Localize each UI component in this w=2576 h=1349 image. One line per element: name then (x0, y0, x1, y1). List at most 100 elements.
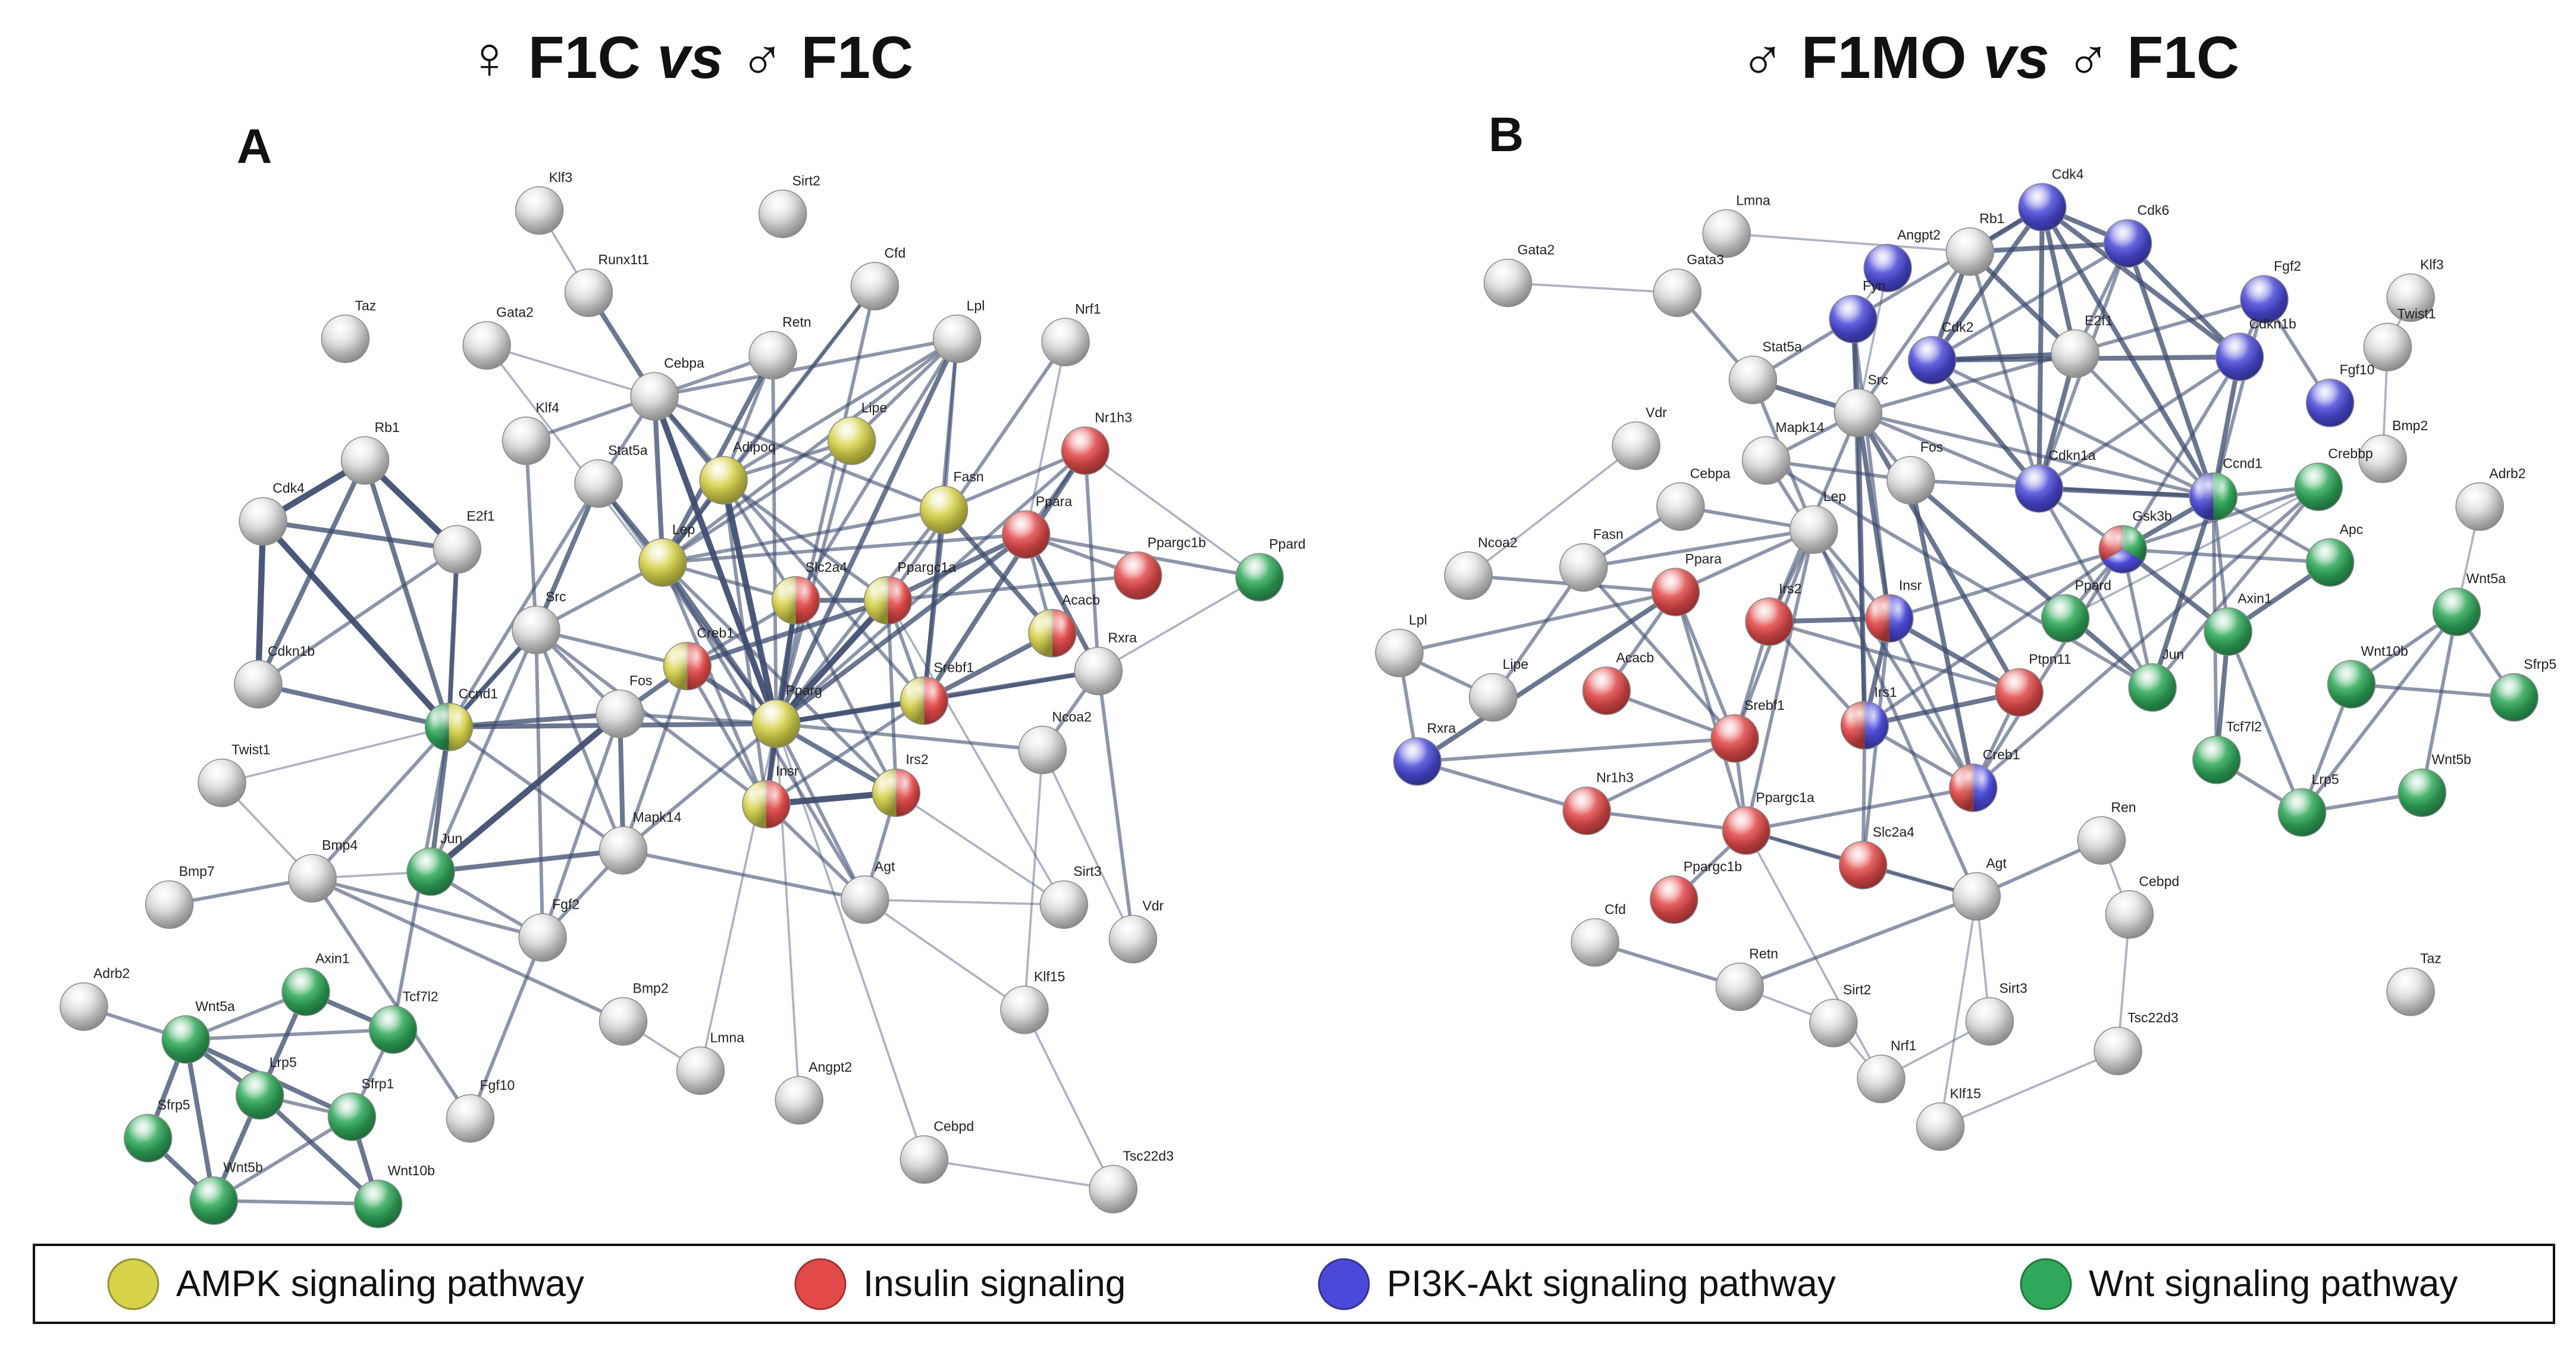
edge-cfd-pparg (774, 284, 877, 726)
node-retn: Retn (748, 314, 811, 380)
edge-lpl-adipoq (722, 337, 959, 483)
node-angpt2: Angpt2 (775, 1059, 852, 1125)
node-label: Klf15 (1034, 969, 1065, 984)
node-bmp2: Bmp2 (2358, 418, 2428, 483)
edge-pparg-mapk14 (621, 722, 778, 852)
node-label: Cdk4 (2052, 166, 2084, 181)
edge-insr-creb1 (1887, 616, 1975, 790)
edge-lep-agt (1812, 528, 1979, 899)
node-src: Src (1834, 372, 1888, 437)
node-ppargc1b: Ppargc1b (1650, 859, 1742, 924)
node-insr: Insr (1865, 577, 1922, 643)
node-adrb2: Adrb2 (59, 966, 130, 1031)
node-lpl: Lpl (1375, 612, 1427, 678)
panel-a-letter: A (237, 120, 272, 174)
node-label: Ppargc1b (1684, 859, 1742, 874)
edge-fasn-lep (660, 508, 946, 565)
edge-nr1h3-fasn (942, 449, 1088, 512)
node-label: Ppara (1036, 493, 1073, 509)
node-fgf10: Fgf10 (446, 1078, 515, 1143)
node-e2f1: E2f1 (433, 508, 495, 574)
node-label: Gsk3b (2132, 508, 2171, 524)
node-label: Klf4 (535, 400, 559, 415)
edge-insr-creb1 (685, 664, 768, 806)
node-klf15: Klf15 (1000, 969, 1065, 1034)
node-label: Ptpn11 (2029, 652, 2071, 667)
edge-fos-jun (1908, 478, 2155, 690)
node-label: Nrf1 (1075, 301, 1101, 317)
node-label: Lrp5 (269, 1054, 297, 1070)
edge-lpl-pparg (773, 336, 960, 727)
node-label: Sirt2 (792, 173, 820, 188)
edge-fos-fgf2 (541, 712, 622, 940)
edge-fos-ccnd1 (446, 711, 623, 730)
edge-ppara-lpl (1397, 590, 1678, 655)
node-wnt5a: Wnt5a (161, 999, 235, 1064)
edge-sfrp1-wnt5b (212, 1115, 354, 1203)
node-lmna: Lmna (676, 1029, 744, 1096)
node-cebpa: Cebpa (1656, 465, 1731, 531)
node-fgf2: Fgf2 (2240, 258, 2301, 324)
node-label: Srebf1 (933, 659, 974, 675)
legend-item-ampk: AMPK signaling pathway (104, 1246, 584, 1322)
node-bmp7: Bmp7 (145, 863, 215, 929)
node-ppargc1b: Ppargc1b (1113, 534, 1206, 600)
node-label: Ncoa2 (1052, 709, 1091, 724)
node-label: Src (1867, 372, 1888, 387)
edge-e2f1-ccnd1 (447, 547, 459, 729)
edge-retn-cfd (1593, 940, 1742, 989)
node-label: Wnt5a (2466, 571, 2506, 586)
node-label: Axin1 (315, 951, 350, 966)
edge-cdk4-e2f1 (261, 519, 460, 552)
node-sfrp1: Sfrp1 (327, 1076, 394, 1141)
node-twist1: Twist1 (198, 742, 270, 807)
node-creb1: Creb1 (1949, 747, 2020, 812)
node-label: E2f1 (2085, 312, 2113, 328)
edge-cdk6-cdk2 (1930, 242, 2130, 362)
node-lep: Lep (638, 521, 695, 587)
node-label: Klf3 (549, 170, 573, 185)
node-adipoq: Adipoq (699, 439, 776, 505)
node-label: Cfd (884, 245, 905, 261)
edge-nr1h3-pparg (774, 449, 1088, 726)
edge-sirt3-ppargc1a (886, 599, 1066, 906)
node-label: Sirt2 (1843, 982, 1871, 997)
node-label: Bmp2 (633, 980, 669, 996)
node-srebf1: Srebf1 (1710, 697, 1785, 763)
node-label: Angpt2 (808, 1059, 852, 1075)
edge-lpl-lipe (850, 337, 959, 443)
node-label: Ppargc1a (898, 559, 957, 575)
node-cdk4: Cdk4 (239, 480, 305, 546)
node-bmp2: Bmp2 (598, 980, 669, 1046)
edge-nrf1-ppargc1a (1745, 829, 1882, 1081)
node-label: Jun (440, 831, 462, 846)
edge-lpl-lep (660, 337, 959, 565)
node-label: Twist1 (231, 742, 270, 758)
node-label: Cdkn1a (2048, 447, 2095, 463)
edge-twist1-ccnd1 (221, 725, 450, 784)
node-label: Wnt5b (223, 1160, 262, 1175)
edge-ppara-rxra (1023, 532, 1101, 674)
node-lrp5: Lrp5 (235, 1054, 297, 1120)
node-label: Srebf1 (1744, 697, 1785, 713)
node-vdr: Vdr (1108, 898, 1164, 963)
node-label: Pparg (786, 683, 822, 698)
node-label: Ppard (1269, 536, 1305, 552)
node-label: Sirt3 (1073, 863, 1101, 879)
node-label: Klf15 (1950, 1085, 1981, 1101)
node-taz: Taz (2386, 951, 2442, 1016)
node-label: Fasn (954, 469, 984, 484)
node-ncoa2: Ncoa2 (1444, 534, 1518, 600)
node-sirt2: Sirt2 (758, 173, 820, 239)
edge-mapk14-agt (621, 849, 867, 902)
node-label: Vdr (1646, 405, 1667, 420)
edge-gata2-pparg (485, 344, 778, 725)
node-sfrp5: Sfrp5 (124, 1097, 190, 1163)
node-label: Nr1h3 (1596, 770, 1634, 785)
node-ccnd1: Ccnd1 (2189, 456, 2262, 521)
node-ppargc1a: Ppargc1a (1722, 790, 1815, 855)
edge-tsc22d3-klf15 (1023, 1009, 1115, 1191)
node-bmp4: Bmp4 (288, 837, 358, 903)
node-label: Lep (1823, 489, 1846, 504)
edge-crebbp-ppard (2064, 486, 2320, 620)
